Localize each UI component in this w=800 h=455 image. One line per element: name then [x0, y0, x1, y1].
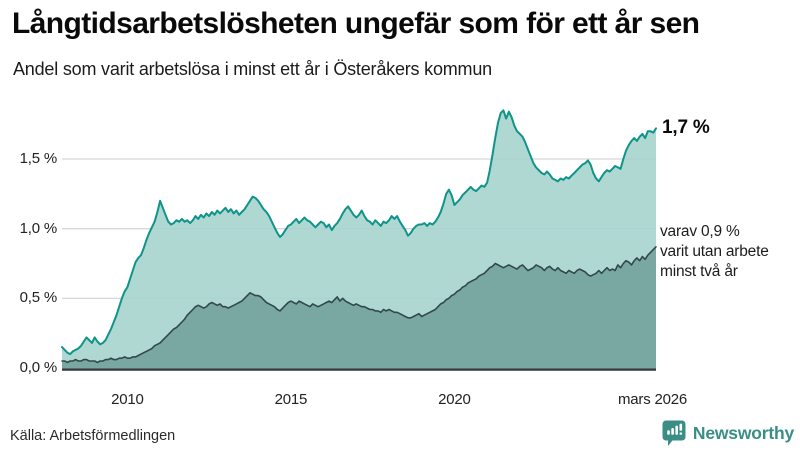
newsworthy-logo[interactable]: Newsworthy	[662, 419, 794, 447]
page-subtitle: Andel som varit arbetslösa i minst ett å…	[13, 59, 492, 79]
secondary-annotation-line2: varit utan arbete	[660, 243, 769, 260]
secondary-annotation-line1: varav 0,9 %	[660, 223, 740, 240]
x-tick-label: 2015	[274, 391, 308, 408]
series-line-minst-tva-ar	[61, 246, 657, 364]
x-tick-label: 2010	[111, 391, 144, 408]
source-credit: Källa: Arbetsförmedlingen	[10, 428, 176, 444]
y-tick-label: 1,0 %	[19, 219, 58, 237]
x-tick-label: mars 2026	[617, 391, 688, 408]
secondary-series-annotation: varav 0,9 % varit utan arbete minst två …	[660, 222, 769, 282]
y-tick-label: 1,5 %	[19, 150, 58, 168]
y-tick-label: 0,5 %	[19, 289, 58, 307]
series-line-minst-ett-ar	[61, 109, 657, 356]
area-fill-minst-tva-ar	[62, 246, 656, 368]
newsworthy-wordmark: Newsworthy	[692, 422, 794, 443]
y-tick-label: 0,0 %	[19, 359, 58, 376]
latest-value-label: 1,7 %	[662, 117, 710, 138]
newsworthy-badge-icon	[662, 420, 686, 446]
x-tick-label: 2020	[438, 391, 471, 408]
secondary-annotation-line3: minst två år	[660, 263, 738, 280]
page-title: Långtidsarbetslösheten ungefär som för e…	[12, 7, 700, 40]
